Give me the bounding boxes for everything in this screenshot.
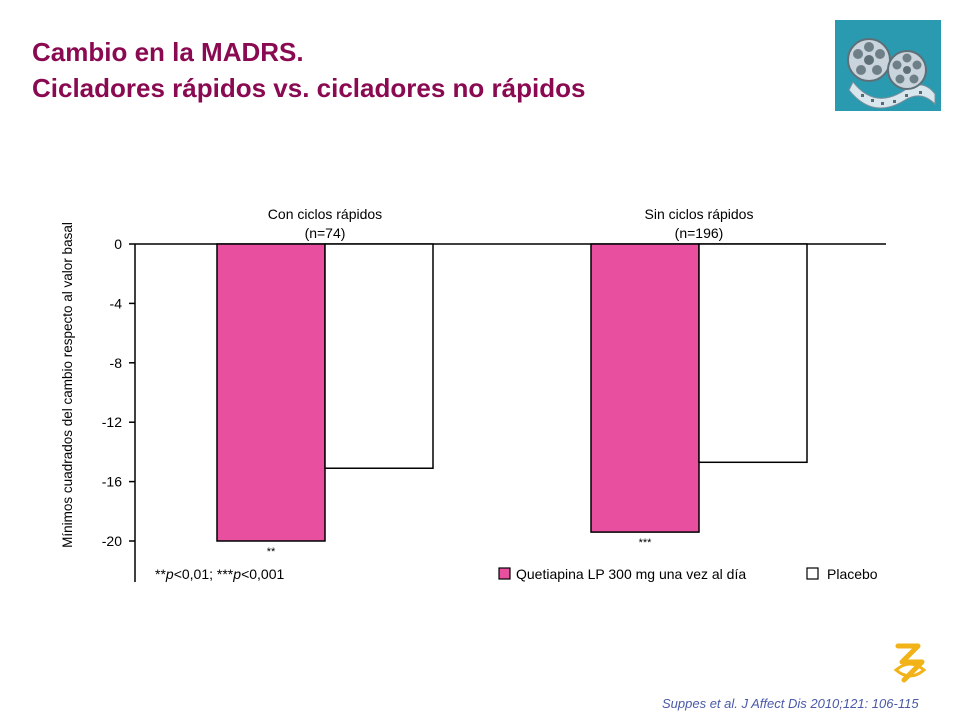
category-label: Con ciclos rápidos bbox=[268, 206, 382, 222]
y-tick-label: -12 bbox=[102, 414, 122, 430]
film-reels-icon bbox=[835, 20, 941, 111]
category-labels: Con ciclos rápidos (n=74) ** Sin ciclos ráp… bbox=[267, 206, 754, 558]
footnote-part-3: <0,01; *** bbox=[174, 566, 234, 582]
legend-swatch-quetiapine bbox=[498, 567, 511, 580]
category-n-label: (n=74) bbox=[305, 225, 346, 241]
legend-swatch-placebo bbox=[806, 567, 819, 580]
y-ticks: 0 -4 -8 -12 -16 -20 bbox=[102, 236, 135, 549]
legend: Quetiapina LP 300 mg una vez al día Plac… bbox=[498, 566, 878, 582]
slide-title: Cambio en la MADRS. Cicladores rápidos v… bbox=[32, 34, 585, 106]
category-n-label: (n=196) bbox=[675, 225, 724, 241]
bar-placebo-2 bbox=[698, 243, 808, 464]
slide-title-line-1: Cambio en la MADRS. bbox=[32, 37, 304, 67]
bar-quetiapine-1 bbox=[216, 243, 326, 542]
legend-label-quetiapine: Quetiapina LP 300 mg una vez al día bbox=[516, 566, 746, 582]
y-tick-label: -20 bbox=[102, 533, 122, 549]
category-label: Sin ciclos rápidos bbox=[645, 206, 754, 222]
slide-title-line-2: Cicladores rápidos vs. cicladores no ráp… bbox=[32, 73, 586, 103]
y-tick-label: -4 bbox=[110, 295, 123, 311]
bars bbox=[216, 243, 808, 542]
y-axis-title: Mínimos cuadrados del cambio respecto al… bbox=[60, 222, 75, 548]
significance-marker: ** bbox=[267, 546, 276, 558]
significance-footnote: **p<0,01; ***p<0,001 bbox=[155, 566, 284, 582]
legend-label-placebo: Placebo bbox=[827, 566, 878, 582]
astrazeneca-logo-icon bbox=[893, 643, 927, 683]
footnote-part-2: p bbox=[165, 566, 174, 582]
y-tick-label: -16 bbox=[102, 474, 122, 490]
footnote-part-1: ** bbox=[155, 566, 166, 582]
bar-placebo-1 bbox=[324, 243, 434, 469]
citation: Suppes et al. J Affect Dis 2010;121: 106… bbox=[662, 696, 919, 711]
footnote-part-4: p bbox=[232, 566, 241, 582]
y-tick-label: -8 bbox=[110, 355, 123, 371]
significance-marker: *** bbox=[639, 537, 653, 549]
footnote-part-5: <0,001 bbox=[241, 566, 284, 582]
bar-quetiapine-2 bbox=[590, 243, 700, 533]
y-tick-label: 0 bbox=[114, 236, 122, 252]
